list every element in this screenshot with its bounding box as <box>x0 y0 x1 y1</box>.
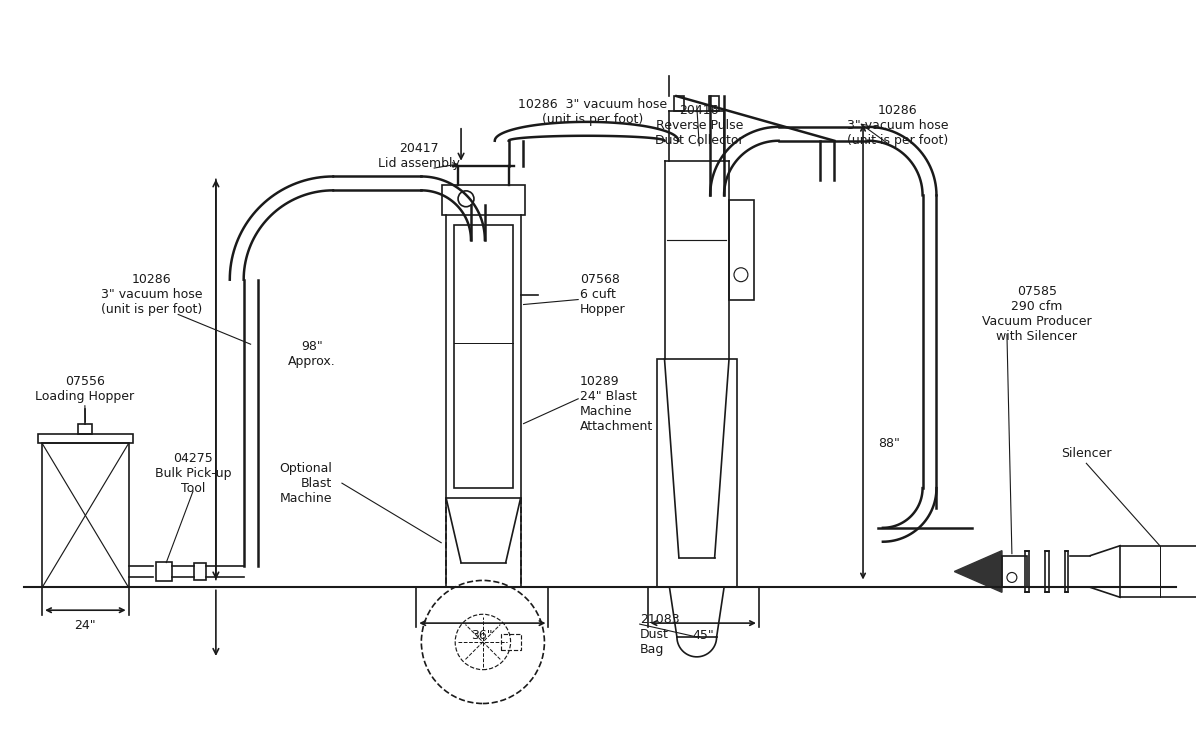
Bar <box>730 200 754 300</box>
Bar <box>194 562 206 580</box>
Polygon shape <box>954 551 1002 592</box>
Text: Optional
Blast
Machine: Optional Blast Machine <box>280 462 332 504</box>
Text: 10286  3" vacuum hose
(unit is per foot): 10286 3" vacuum hose (unit is per foot) <box>518 98 667 126</box>
Bar <box>502 634 521 650</box>
Bar <box>454 225 512 488</box>
Text: 10286
3" vacuum hose
(unit is per foot): 10286 3" vacuum hose (unit is per foot) <box>101 273 202 316</box>
Text: 10286
3" vacuum hose
(unit is per foot): 10286 3" vacuum hose (unit is per foot) <box>847 104 948 147</box>
Bar <box>1045 551 1049 592</box>
Text: 04275
Bulk Pick-up
Tool: 04275 Bulk Pick-up Tool <box>155 452 232 495</box>
Text: 20416
Reverse Pulse
Dust Collector: 20416 Reverse Pulse Dust Collector <box>655 104 744 147</box>
Text: 21083
Dust
Bag: 21083 Dust Bag <box>640 612 679 655</box>
Text: 10289
24" Blast
Machine
Attachment: 10289 24" Blast Machine Attachment <box>580 375 653 433</box>
Bar <box>156 562 173 581</box>
Bar <box>78 423 92 434</box>
Bar <box>656 359 737 587</box>
Bar <box>1002 556 1027 587</box>
Bar <box>1064 551 1068 592</box>
Text: 07568
6 cuft
Hopper: 07568 6 cuft Hopper <box>580 273 625 316</box>
Bar <box>442 185 524 215</box>
Text: 07556
Loading Hopper: 07556 Loading Hopper <box>35 375 134 403</box>
Bar <box>42 443 128 587</box>
Bar <box>709 96 719 111</box>
Text: 20417
Lid assembly: 20417 Lid assembly <box>378 141 461 170</box>
Text: 36": 36" <box>472 629 493 641</box>
Text: 45": 45" <box>692 629 714 641</box>
Bar <box>674 96 684 111</box>
Text: 98"
Approx.: 98" Approx. <box>288 340 336 368</box>
Text: 88": 88" <box>878 437 900 450</box>
Bar <box>1025 551 1028 592</box>
Text: 07585
290 cfm
Vacuum Producer
with Silencer: 07585 290 cfm Vacuum Producer with Silen… <box>982 286 1092 344</box>
Text: Silencer: Silencer <box>1061 447 1111 460</box>
Bar <box>1120 545 1200 597</box>
Bar <box>38 434 132 443</box>
Text: 24": 24" <box>74 618 96 632</box>
